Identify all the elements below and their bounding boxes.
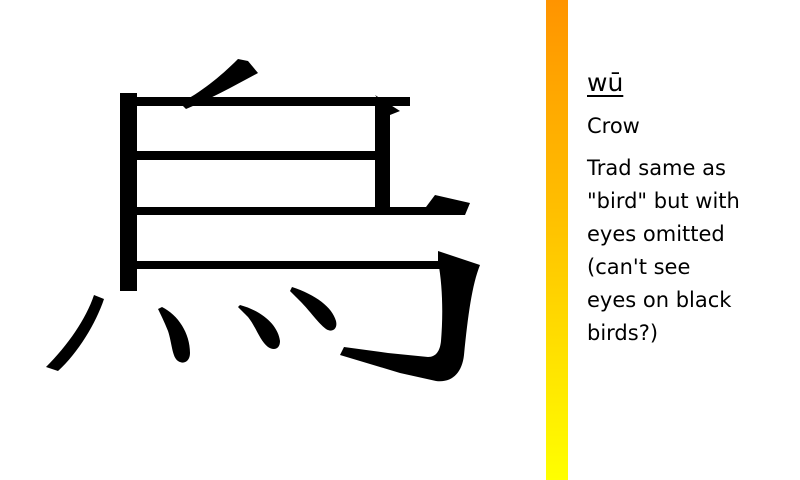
- glyph-stroke-bottom-horizontal: [120, 261, 440, 269]
- glyph-stroke-dot-3: [238, 305, 280, 349]
- character-glyph: [40, 55, 490, 395]
- glyph-stroke-top-slash: [180, 59, 258, 109]
- glyph-stroke-dot-4: [290, 287, 337, 331]
- etymology-note: Trad same as "bird" but with eyes omitte…: [587, 152, 792, 350]
- pinyin-label: wū: [587, 68, 624, 97]
- glyph-stroke-middle-horizontal: [120, 151, 390, 160]
- note-line: (can't see: [587, 255, 691, 279]
- note-line: eyes on black: [587, 288, 732, 312]
- glyph-stroke-third-horizontal: [120, 207, 465, 215]
- crow-character-svg: [46, 59, 480, 382]
- glyph-stroke-top-horizontal: [120, 97, 410, 106]
- note-line: Trad same as: [587, 156, 726, 180]
- glyph-stroke-right-descender: [340, 251, 480, 382]
- glyph-stroke-dot-1: [46, 295, 104, 371]
- gradient-divider-bar: [546, 0, 568, 480]
- glyph-stroke-third-flare: [420, 195, 470, 215]
- glyph-stroke-right-hook: [375, 95, 400, 115]
- info-panel: wū Crow Trad same as "bird" but with eye…: [587, 66, 792, 350]
- meaning-label: Crow: [587, 114, 640, 138]
- glyph-stroke-dot-2: [158, 307, 190, 363]
- note-line: "bird" but with: [587, 189, 740, 213]
- note-line: birds?): [587, 321, 659, 345]
- note-line: eyes omitted: [587, 222, 725, 246]
- glyph-stroke-left-vertical: [120, 93, 137, 291]
